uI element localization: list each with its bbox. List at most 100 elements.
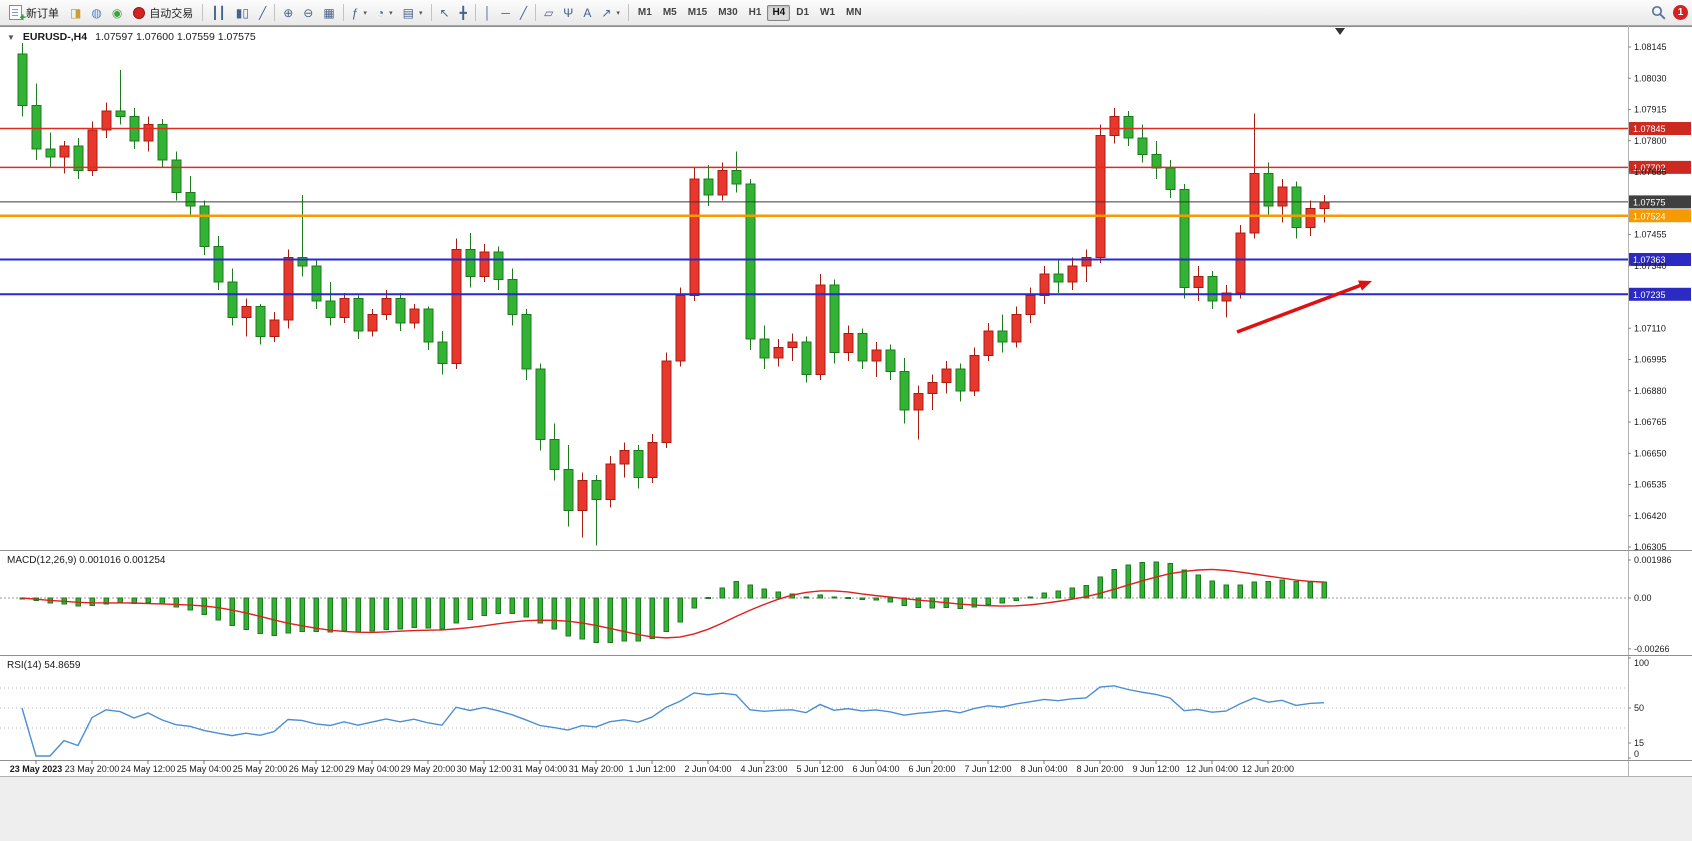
macd-bar [1083,585,1089,599]
macd-bar [453,597,459,624]
macd-bar [1097,576,1103,599]
candlestick-chart-button[interactable]: ▮▯ [231,1,254,24]
search-icon[interactable] [1651,5,1666,20]
candle [297,257,308,267]
price-badge-label: 1.07363 [1633,255,1666,265]
time-periods-button[interactable]: ◔ ▾ [372,1,398,24]
macd-bar [173,597,179,608]
time-axis-label: 23 May 20:00 [65,764,120,774]
macd-bar [215,597,221,621]
timeframe-button-M5[interactable]: M5 [662,6,677,18]
toolbar-separator [202,4,204,21]
notification-badge[interactable]: 1 [1673,5,1688,20]
indicators-button[interactable]: ƒ ▾ [347,1,372,24]
candle [605,463,616,500]
chart-canvas[interactable]: 1.07845 1.07702 1.07575 1.07524 1.07363 1.072… [0,26,1692,841]
macd-axis-label: 0.001986 [1634,555,1672,565]
macd-bar [859,597,865,600]
macd-bar [439,597,445,630]
line-chart-icon: ╱ [258,5,267,20]
macd-bar [1041,592,1047,599]
text-button[interactable]: A [578,1,596,24]
price-badge-label: 1.07575 [1633,197,1666,207]
timeframe-button-W1[interactable]: W1 [820,6,836,18]
channel-button[interactable]: ▱ [539,1,558,24]
horizontal-line-button[interactable]: ─ [496,1,515,24]
timeframe-button-MN[interactable]: MN [846,6,862,18]
candle [507,278,518,316]
macd-bar [775,591,781,599]
line-chart-button[interactable]: ╱ [254,1,271,24]
macd-bar [1027,596,1033,599]
candle [871,349,882,362]
price-badge-label: 1.07845 [1633,124,1666,134]
macd-bar [579,597,585,640]
price-axis-label: 1.06765 [1634,417,1667,427]
candle [339,297,350,318]
candle [647,441,658,479]
macd-bar [187,597,193,611]
trendline-icon: ╱ [519,5,528,20]
web-community-button[interactable]: ◉ [107,1,127,24]
time-axis-label: 7 Jun 12:00 [964,764,1011,774]
trendline-button[interactable]: ╱ [515,1,532,24]
horizontal-line-icon: ─ [501,5,510,20]
arrows-tool-icon: ↗ [601,5,612,20]
candle [45,148,56,158]
candle [689,178,700,297]
macd-histogram [19,561,1327,643]
candle [185,191,196,207]
chart-window: 1.07845 1.07702 1.07575 1.07524 1.07363 1.072… [0,26,1692,841]
auto-trading-button[interactable]: 自动交易 [128,1,198,24]
pitchfork-button[interactable]: Ψ [558,1,578,24]
macd-bar [663,597,669,633]
bar-chart-button[interactable]: ┃┃ [206,1,230,24]
timeframe-button-M30[interactable]: M30 [718,6,738,18]
macd-bar [1279,579,1285,599]
timeframe-button-M15[interactable]: M15 [687,6,708,18]
macd-bar [1013,597,1019,601]
chart-shift-marker [1335,28,1345,35]
rsi-axis-label: 15 [1634,738,1644,748]
macd-bar [985,597,991,606]
candle [395,297,406,324]
timeframe-button-H4[interactable]: H4 [767,4,791,21]
zoom-out-button[interactable]: ⊖ [298,1,318,24]
candle [1235,232,1246,294]
grid-button[interactable]: ▦ [318,1,339,24]
timeframe-button-H1[interactable]: H1 [748,6,762,18]
macd-bar [887,597,893,603]
macd-bar [649,597,655,640]
price-badge-label: 1.07702 [1633,163,1666,173]
macd-bar [845,596,851,599]
arrows-tool-button[interactable]: ↗ ▾ [596,1,625,24]
profile-button[interactable]: ◍ [86,1,106,24]
macd-bar [915,597,921,608]
candle [1109,115,1120,136]
vertical-line-button[interactable]: │ [479,1,497,24]
toolbar-separator [535,4,537,21]
zoom-in-button[interactable]: ⊕ [278,1,298,24]
candle [1305,208,1316,229]
trend-arrow-annotation[interactable] [1236,280,1372,334]
chevron-down-icon: ▾ [419,9,423,17]
macd-bar [383,597,389,630]
timeframe-button-D1[interactable]: D1 [796,6,810,18]
candle [101,110,112,131]
crosshair-button[interactable]: ╋ [455,1,472,24]
quotes-button[interactable]: ◨ [65,1,86,24]
candle [437,341,448,365]
macd-bar [733,580,739,599]
macd-bar [145,597,151,604]
new-order-button[interactable]: 新订单 [4,1,64,24]
rsi-panel-label: RSI(14) 54.8659 [7,660,81,671]
templates-button[interactable]: ▤ ▾ [398,1,428,24]
rsi-axis-label: 100 [1634,658,1649,668]
cursor-button[interactable]: ↖ [435,1,455,24]
candle [703,178,714,196]
candle [1081,257,1092,267]
macd-bar [341,597,347,632]
candle [1123,115,1134,139]
collapse-arrow-icon[interactable]: ▼ [7,32,15,42]
timeframe-button-M1[interactable]: M1 [637,6,652,18]
